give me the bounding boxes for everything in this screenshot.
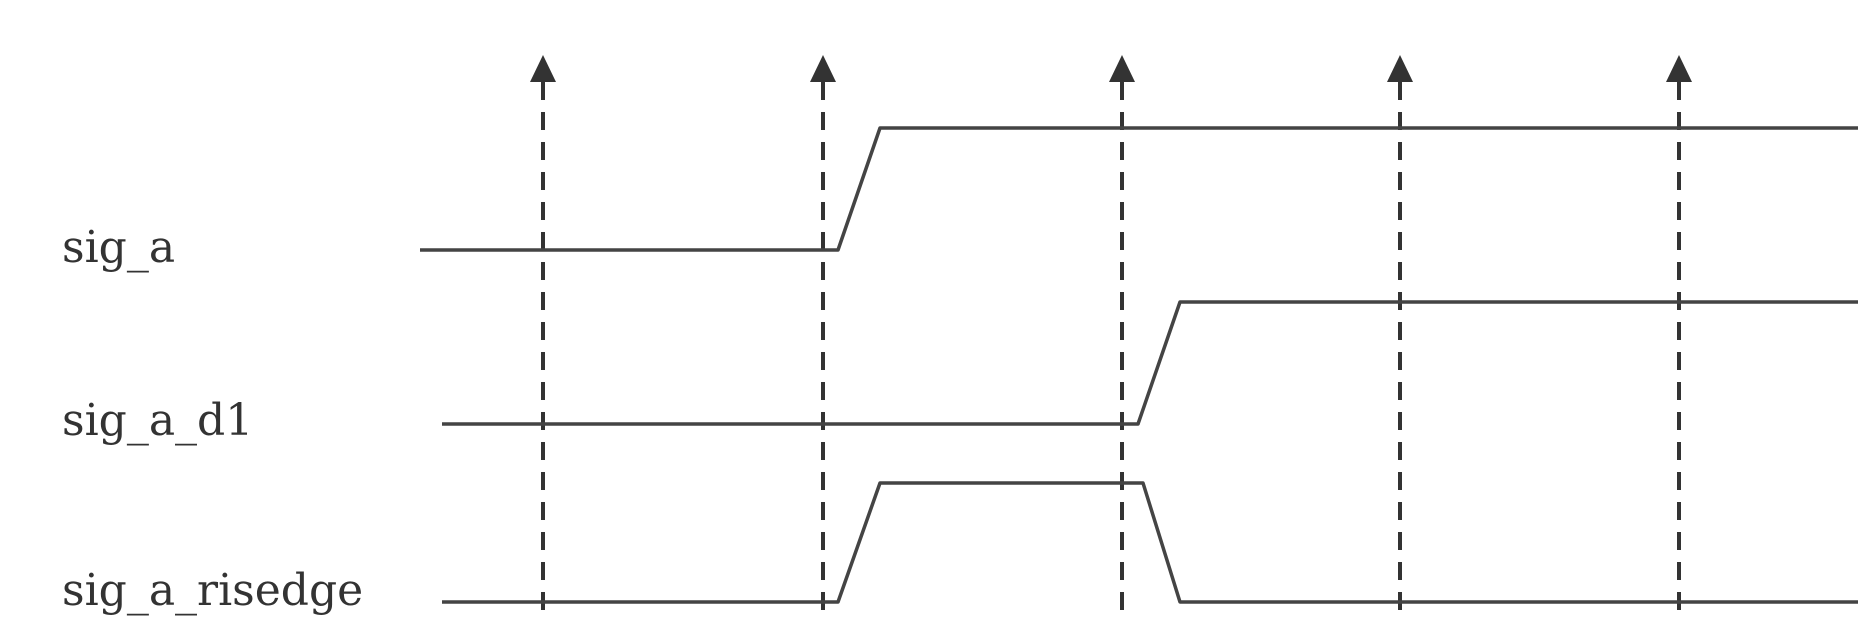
signal-label-sig-a-d1: sig_a_d1 [62,395,253,446]
clock-edge-3 [1109,55,1135,610]
waveform-sig-a-d1 [442,300,1858,426]
clock-edge-4 [1387,55,1413,610]
clock-edge-2-arrow-icon [810,55,836,82]
waveform-sig-a [420,126,1858,252]
clock-edge-1-arrow-icon [530,55,556,82]
clock-edge-2 [810,55,836,610]
clock-edges [530,55,1692,610]
clock-edge-1 [530,55,556,610]
clock-edge-4-arrow-icon [1387,55,1413,82]
clock-edge-3-arrow-icon [1109,55,1135,82]
signal-label-sig-a: sig_a [62,222,175,273]
clock-edge-5-arrow-icon [1666,55,1692,82]
signal-label-sig-a-risedge: sig_a_risedge [62,565,363,616]
clock-edge-5 [1666,55,1692,610]
waveform-sig-a-risedge [442,481,1858,604]
